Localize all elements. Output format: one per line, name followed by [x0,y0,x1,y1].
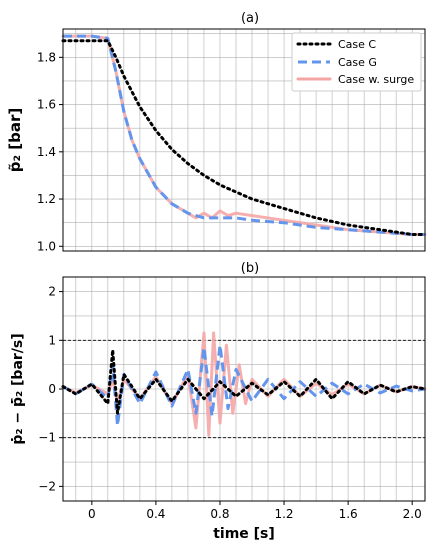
y-tick-label: 1.8 [37,50,56,64]
y-tick-label: 1.2 [37,192,56,206]
panel-a-title: (a) [241,11,259,26]
panel-b-series [61,331,427,437]
x-tick-label: 1.2 [274,507,293,521]
panel-b-y-ticks: −2 −1 0 1 2 [38,285,63,493]
panel-b-y-label: ṗ₂ − ṗ̄₂ [bar/s] [10,333,26,444]
x-tick-label: 0 [88,507,96,521]
y-tick-label: 1 [48,333,56,347]
legend-label-case-g: Case G [338,56,377,69]
y-tick-label: 2 [48,285,56,299]
panel-b-x-ticks: 0 0.4 0.8 1.2 1.6 2.0 [88,501,422,521]
panel-a: (a) 1.0 1.2 1.4 1.6 1.8 p̃₂ [bar] Case C Cas… [6,11,427,253]
legend-box [291,32,422,92]
series-line-dashed [63,34,425,236]
panel-b-title: (b) [241,261,259,276]
series-line-dotted [61,39,427,236]
panel-a-series [61,34,427,236]
legend: Case C Case G Case w. surge [291,32,422,92]
panel-a-y-label: p̃₂ [bar] [6,108,24,173]
y-tick-label: −2 [38,479,56,493]
y-tick-label: 1.4 [37,145,56,159]
legend-label-case-surge: Case w. surge [338,73,414,86]
panel-b-x-label: time [s] [213,526,275,542]
series-line-solid [61,331,427,437]
y-tick-label: 0 [48,382,56,396]
x-tick-label: 1.6 [339,507,358,521]
panel-b: (b) −2 −1 0 1 2 0 0.4 0.8 1.2 1.6 2.0 ṗ₂ − ṗ̄₂ … [10,261,427,542]
y-tick-label: 1.6 [37,98,56,112]
series-line-dotted [61,348,427,415]
x-tick-label: 2.0 [403,507,422,521]
x-tick-label: 0.4 [146,507,165,521]
panel-a-y-ticks: 1.0 1.2 1.4 1.6 1.8 [37,50,63,253]
x-tick-label: 0.8 [210,507,229,521]
legend-label-case-c: Case C [338,38,376,51]
panel-a-frame [62,28,426,252]
y-tick-label: 1.0 [37,239,56,253]
y-tick-label: −1 [38,431,56,445]
panel-b-grid [63,277,425,501]
